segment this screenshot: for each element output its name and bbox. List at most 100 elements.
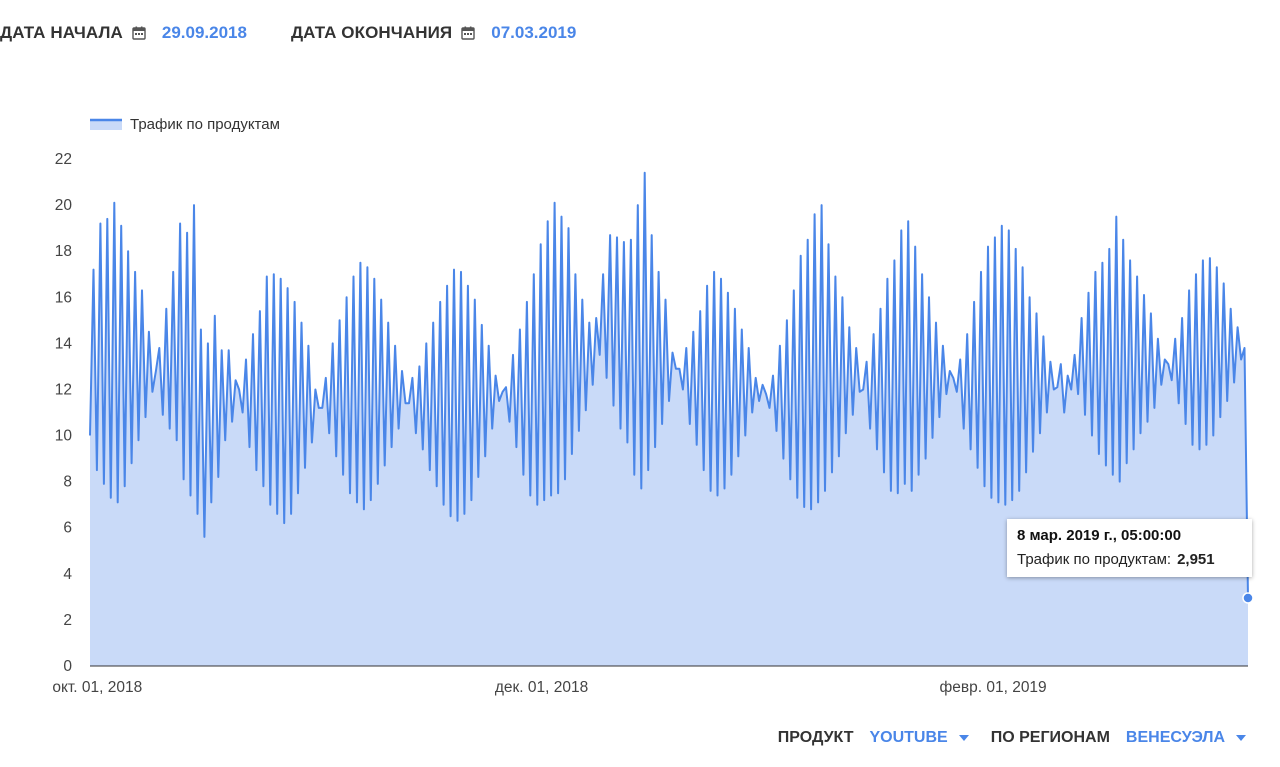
data-point [474, 299, 476, 301]
start-date-control[interactable]: ДАТА НАЧАЛА 29.09.2018 [0, 23, 247, 43]
data-point [651, 234, 653, 236]
data-point [696, 444, 698, 446]
data-point [1060, 363, 1062, 365]
data-point [110, 497, 112, 499]
data-point [1091, 435, 1093, 437]
data-point [439, 301, 441, 303]
data-point [824, 490, 826, 492]
region-dropdown-icon[interactable] [1236, 735, 1246, 741]
data-point [374, 278, 376, 280]
product-filter-value[interactable]: YOUTUBE [869, 729, 948, 746]
data-point [266, 276, 268, 278]
product-dropdown-icon[interactable] [958, 735, 969, 741]
data-point [935, 322, 937, 324]
data-point [901, 230, 903, 232]
calendar-icon[interactable] [132, 26, 146, 40]
data-point [734, 308, 736, 310]
data-point [1136, 276, 1138, 278]
calendar-icon[interactable] [461, 26, 475, 40]
data-point [641, 488, 643, 490]
data-point [107, 218, 109, 220]
data-point [713, 271, 715, 273]
data-point [1102, 262, 1104, 264]
data-point [363, 509, 365, 511]
data-point [1119, 481, 1121, 483]
data-point [1188, 290, 1190, 292]
data-point [1081, 317, 1083, 319]
end-date-value[interactable]: 07.03.2019 [491, 23, 577, 42]
data-point [516, 446, 518, 448]
data-point [654, 446, 656, 448]
data-point [772, 375, 774, 377]
data-point [1226, 400, 1228, 402]
data-point [745, 435, 747, 437]
y-tick-label: 0 [63, 658, 72, 675]
start-date-value[interactable]: 29.09.2018 [161, 23, 247, 42]
data-point [96, 469, 98, 471]
data-point [325, 377, 327, 379]
data-point [887, 278, 889, 280]
data-point [717, 495, 719, 497]
data-point [724, 488, 726, 490]
data-point [245, 359, 247, 361]
data-point [970, 449, 972, 451]
data-point [1046, 412, 1048, 414]
x-tick-label: окт. 01, 2018 [52, 679, 142, 696]
data-point [301, 322, 303, 324]
region-filter-value[interactable]: ВЕНЕСУЭЛА [1125, 729, 1225, 746]
data-point [599, 354, 601, 356]
data-point [117, 502, 119, 504]
data-point [845, 432, 847, 434]
data-point [159, 347, 161, 349]
data-point [1174, 338, 1176, 340]
data-point [176, 439, 178, 441]
data-point [335, 456, 337, 458]
data-point [706, 285, 708, 287]
data-point [211, 502, 213, 504]
data-point [1133, 449, 1135, 451]
y-tick-label: 10 [55, 428, 73, 445]
data-point [1001, 225, 1003, 227]
data-point [377, 483, 379, 485]
data-point [89, 435, 91, 437]
data-point [564, 479, 566, 481]
data-point [214, 315, 216, 317]
data-point [946, 393, 948, 395]
data-point [554, 202, 556, 204]
end-date-control[interactable]: ДАТА ОКОНЧАНИЯ 07.03.2019 [291, 23, 576, 43]
data-point [1008, 230, 1010, 232]
data-point [304, 467, 306, 469]
data-point [252, 333, 254, 335]
data-point [453, 269, 455, 271]
data-point [928, 297, 930, 299]
data-point [547, 220, 549, 222]
data-point [231, 421, 233, 423]
data-point [689, 423, 691, 425]
data-point [765, 393, 767, 395]
data-point [1209, 257, 1211, 259]
data-point [127, 250, 129, 252]
data-point [703, 469, 705, 471]
chart-legend[interactable]: Трафик по продуктам [90, 116, 280, 133]
chart-canvas[interactable]: Трафик по продуктам 0246810121416182022 … [0, 100, 1280, 710]
data-point [1126, 462, 1128, 464]
data-point [162, 414, 164, 416]
data-point [959, 359, 961, 361]
data-point [828, 244, 830, 246]
data-point [748, 347, 750, 349]
data-point [186, 232, 188, 234]
data-point [609, 234, 611, 236]
data-point [807, 239, 809, 241]
data-point [131, 462, 133, 464]
data-point [571, 453, 573, 455]
data-point [512, 354, 514, 356]
data-point [842, 297, 844, 299]
data-point [803, 506, 805, 508]
series-area [90, 172, 1248, 667]
data-point [1237, 326, 1239, 328]
hovered-data-point[interactable] [1242, 592, 1254, 604]
data-point [1043, 336, 1045, 338]
data-point [155, 370, 157, 372]
data-point [1168, 363, 1170, 365]
y-tick-label: 8 [63, 474, 72, 491]
